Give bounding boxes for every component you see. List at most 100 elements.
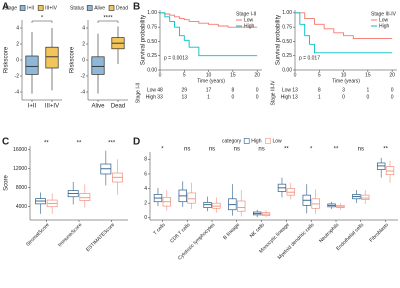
box	[237, 200, 246, 212]
y-tick-label: 4	[144, 186, 147, 192]
legend-title: Status	[70, 5, 85, 11]
significance: **	[284, 147, 289, 153]
y-tick-label: -2	[15, 73, 20, 79]
risk-count: 0	[256, 94, 259, 100]
legend-label: Dead	[116, 5, 128, 11]
y-tick-label: 16000	[13, 147, 27, 153]
y-tick-label: 4	[82, 25, 85, 31]
significance: *	[41, 16, 44, 22]
significance: **	[334, 147, 339, 153]
significance: ns	[184, 147, 190, 153]
x-tick-label: NK cells	[249, 222, 267, 240]
x-tick-label: Neutrophils	[318, 222, 340, 244]
risk-count: 0	[391, 94, 394, 100]
box	[361, 194, 370, 200]
y-axis-label: Riskscore	[70, 46, 76, 73]
y-tick-label: 2	[82, 41, 85, 47]
survival-curve	[295, 12, 393, 54]
x-tick-label: 10	[206, 72, 212, 78]
significance: ns	[258, 147, 264, 153]
legend-title: Stage	[4, 5, 17, 11]
x-tick-label: 0	[294, 72, 297, 78]
legend-title: Stage I-II	[236, 11, 256, 17]
x-tick-label: 20	[389, 72, 395, 78]
risk-row-label: Low	[147, 87, 157, 93]
y-tick-label: 0.50	[282, 39, 292, 45]
panel-label: C	[2, 137, 9, 148]
x-tick-label: B lineage	[222, 222, 241, 241]
legend-label: Low	[379, 17, 389, 23]
x-tick-label: 10	[341, 72, 347, 78]
x-tick-label: Fibroblasts	[368, 222, 390, 244]
legend-title: Stage III-IV	[371, 11, 397, 17]
survival-curve	[295, 12, 393, 40]
x-tick-label: I+II	[28, 104, 37, 110]
panel-label: A	[2, 2, 9, 13]
significance: ns	[209, 147, 215, 153]
y-tick-label: 0.00	[282, 67, 292, 73]
panel-label: B	[133, 2, 140, 13]
y-axis-label: Survival probability	[141, 15, 147, 65]
y-tick-label: 12000	[13, 166, 27, 172]
legend-swatch	[86, 5, 93, 11]
y-tick-label: 4000	[16, 204, 27, 210]
significance: *	[310, 147, 313, 153]
y-tick-label: 2	[16, 41, 19, 47]
x-tick-label: 0	[159, 72, 162, 78]
x-tick-label: 5	[318, 72, 321, 78]
legend-swatch	[243, 138, 250, 144]
y-tick-label: 0.00	[147, 67, 157, 73]
risk-count: 0	[391, 87, 394, 93]
significance: ns	[358, 147, 364, 153]
y-tick-label: 1.00	[147, 10, 157, 16]
significance: ***	[108, 141, 116, 147]
y-tick-label: 0.75	[147, 24, 157, 30]
y-tick-label: 0.25	[282, 53, 292, 59]
box	[45, 46, 59, 69]
box	[187, 192, 196, 204]
risk-table-label: Stage I-II	[135, 83, 141, 103]
risk-count: 33	[157, 94, 163, 100]
p-value: p = 0.0013	[164, 55, 188, 61]
legend-label: High	[251, 138, 262, 144]
risk-count: 0	[256, 87, 259, 93]
x-tick-label: 5	[183, 72, 186, 78]
x-tick-label: StromalScore	[25, 222, 51, 248]
x-tick-label: 15	[230, 72, 236, 78]
risk-table-label: Stage III-IV	[270, 80, 276, 106]
bracket	[97, 20, 119, 23]
legend-label: High	[379, 23, 390, 29]
risk-count: 1	[318, 94, 321, 100]
x-axis-label: Time (years)	[197, 78, 225, 84]
x-tick-label: ESTIMATEScore	[85, 222, 116, 253]
x-tick-label: ImmuneScore	[57, 222, 83, 248]
y-tick-label: -4	[81, 89, 86, 95]
legend-label: Alive	[94, 5, 105, 11]
risk-row-label: Low	[282, 87, 292, 93]
significance: ****	[103, 16, 113, 22]
survival-curve	[160, 12, 258, 57]
legend-swatch	[19, 5, 26, 11]
legend-swatch	[265, 138, 271, 144]
x-axis-label: Time (years)	[332, 78, 360, 84]
legend-label: III+IV	[45, 5, 57, 11]
survival-curve	[160, 12, 258, 28]
y-tick-label: 8000	[16, 185, 27, 191]
y-tick-label: 6	[144, 171, 147, 177]
risk-count: 13	[182, 94, 188, 100]
y-tick-label: 4	[16, 25, 19, 31]
y-tick-label: 0.50	[147, 39, 157, 45]
y-tick-label: 8	[144, 157, 147, 163]
legend-label: High	[244, 23, 255, 29]
y-tick-label: 0	[16, 57, 19, 63]
legend-label: I+II	[27, 5, 34, 11]
y-tick-label: 0	[82, 57, 85, 63]
risk-count: 1	[366, 87, 369, 93]
risk-count: 8	[318, 87, 321, 93]
y-tick-label: 0.75	[282, 24, 292, 30]
risk-count: 29	[182, 87, 188, 93]
significance: **	[383, 147, 388, 153]
legend-label: Low	[244, 17, 254, 23]
risk-count: 13	[292, 94, 298, 100]
